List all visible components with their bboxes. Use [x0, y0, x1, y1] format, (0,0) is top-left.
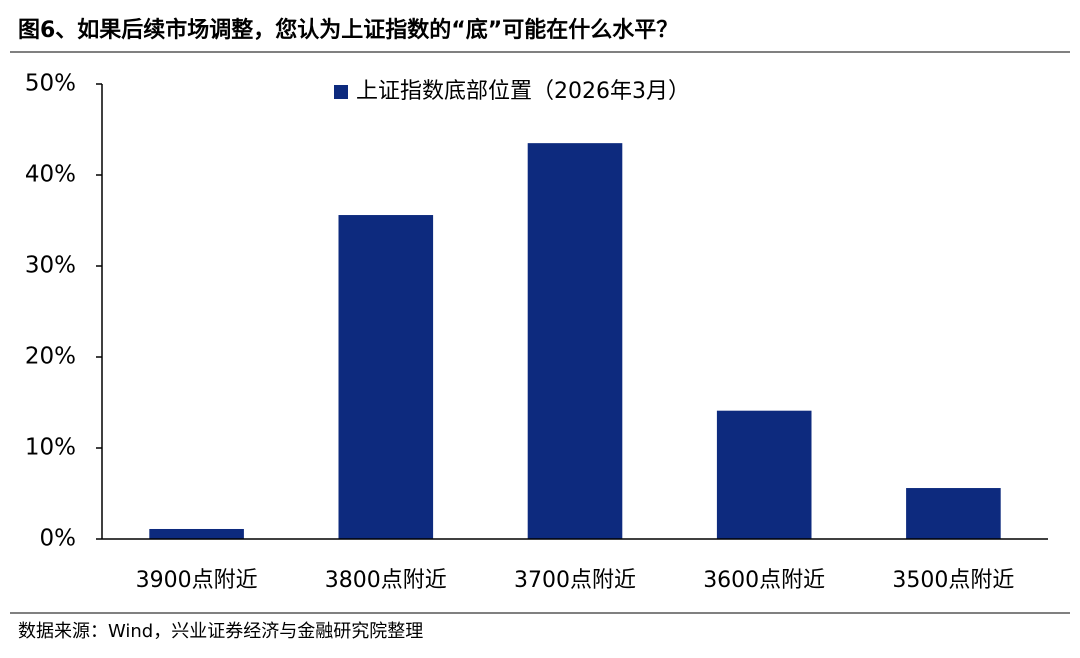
y-tick-label: 10%	[25, 435, 76, 461]
y-tick-label: 40%	[25, 162, 76, 188]
x-tick-label: 3600点附近	[703, 568, 825, 593]
y-tick-label: 30%	[25, 253, 76, 279]
x-tick-label: 3700点附近	[514, 568, 636, 593]
legend-swatch	[334, 85, 348, 99]
y-tick-label: 0%	[40, 526, 77, 552]
x-tick-label: 3500点附近	[892, 568, 1014, 593]
legend-label: 上证指数底部位置（2026年3月）	[356, 79, 690, 104]
bar	[338, 215, 434, 540]
bar	[716, 410, 812, 539]
chart-title: 图6、如果后续市场调整，您认为上证指数的“底”可能在什么水平？	[18, 17, 678, 43]
y-tick-label: 50%	[25, 71, 76, 97]
y-tick-label: 20%	[25, 344, 76, 370]
x-tick-label: 3800点附近	[325, 568, 447, 593]
bar	[149, 528, 244, 539]
bar	[906, 488, 1001, 539]
source-note: 数据来源：Wind，兴业证券经济与金融研究院整理	[18, 621, 423, 642]
x-tick-label: 3900点附近	[136, 568, 258, 593]
bar	[527, 143, 623, 539]
